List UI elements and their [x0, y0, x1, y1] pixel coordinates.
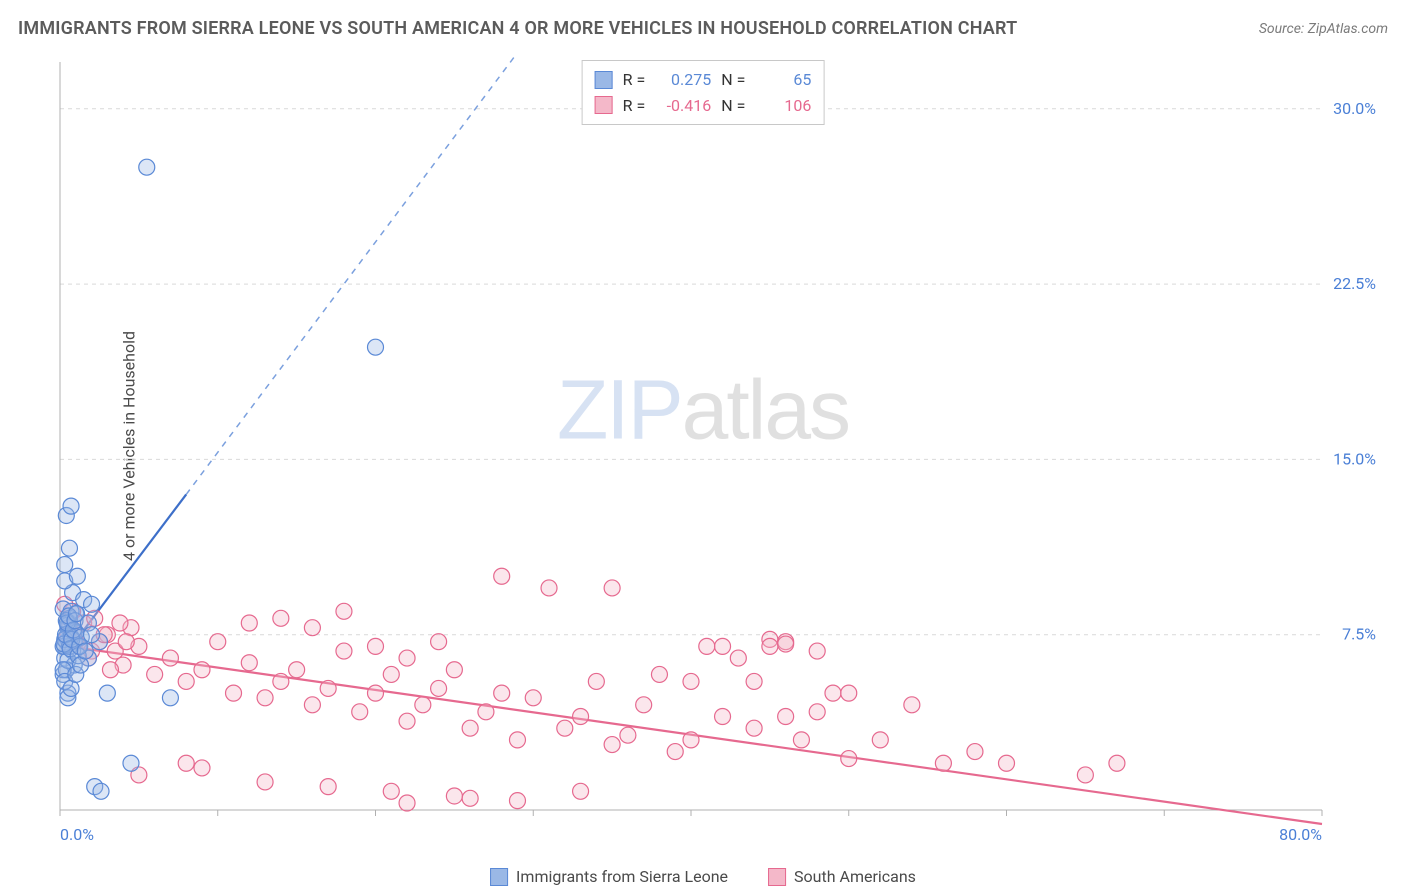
- legend-label-south: South Americans: [794, 867, 916, 886]
- svg-text:80.0%: 80.0%: [1279, 825, 1322, 844]
- svg-text:15.0%: 15.0%: [1333, 449, 1376, 468]
- svg-text:30.0%: 30.0%: [1333, 99, 1376, 118]
- svg-text:7.5%: 7.5%: [1342, 625, 1376, 644]
- r-label: R =: [623, 93, 646, 119]
- legend-item-sierra: Immigrants from Sierra Leone: [490, 867, 728, 886]
- stats-legend-box: R = 0.275 N = 65 R = -0.416 N = 106: [582, 60, 825, 125]
- legend-swatch-south: [768, 868, 786, 886]
- r-value-south: -0.416: [655, 93, 711, 119]
- stats-row-south: R = -0.416 N = 106: [595, 93, 812, 119]
- bottom-legend: Immigrants from Sierra Leone South Ameri…: [490, 867, 916, 886]
- source-label: Source: ZipAtlas.com: [1259, 21, 1388, 37]
- plot-area: 7.5% 15.0% 22.5% 30.0% 0.0% 80.0%: [52, 56, 1382, 846]
- legend-swatch-sierra: [490, 868, 508, 886]
- swatch-sierra: [595, 71, 613, 89]
- n-label: N =: [721, 67, 745, 93]
- legend-item-south: South Americans: [768, 867, 916, 886]
- chart-title: IMMIGRANTS FROM SIERRA LEONE VS SOUTH AM…: [18, 18, 1017, 39]
- r-label: R =: [623, 67, 646, 93]
- n-value-south: 106: [755, 93, 811, 119]
- r-value-sierra: 0.275: [655, 67, 711, 93]
- stats-row-sierra: R = 0.275 N = 65: [595, 67, 812, 93]
- n-label: N =: [721, 93, 745, 119]
- svg-text:0.0%: 0.0%: [60, 825, 94, 844]
- svg-text:22.5%: 22.5%: [1333, 274, 1376, 293]
- swatch-south: [595, 96, 613, 114]
- title-bar: IMMIGRANTS FROM SIERRA LEONE VS SOUTH AM…: [18, 18, 1388, 39]
- scatter-chart: 7.5% 15.0% 22.5% 30.0% 0.0% 80.0%: [52, 56, 1382, 846]
- legend-label-sierra: Immigrants from Sierra Leone: [516, 867, 728, 886]
- n-value-sierra: 65: [755, 67, 811, 93]
